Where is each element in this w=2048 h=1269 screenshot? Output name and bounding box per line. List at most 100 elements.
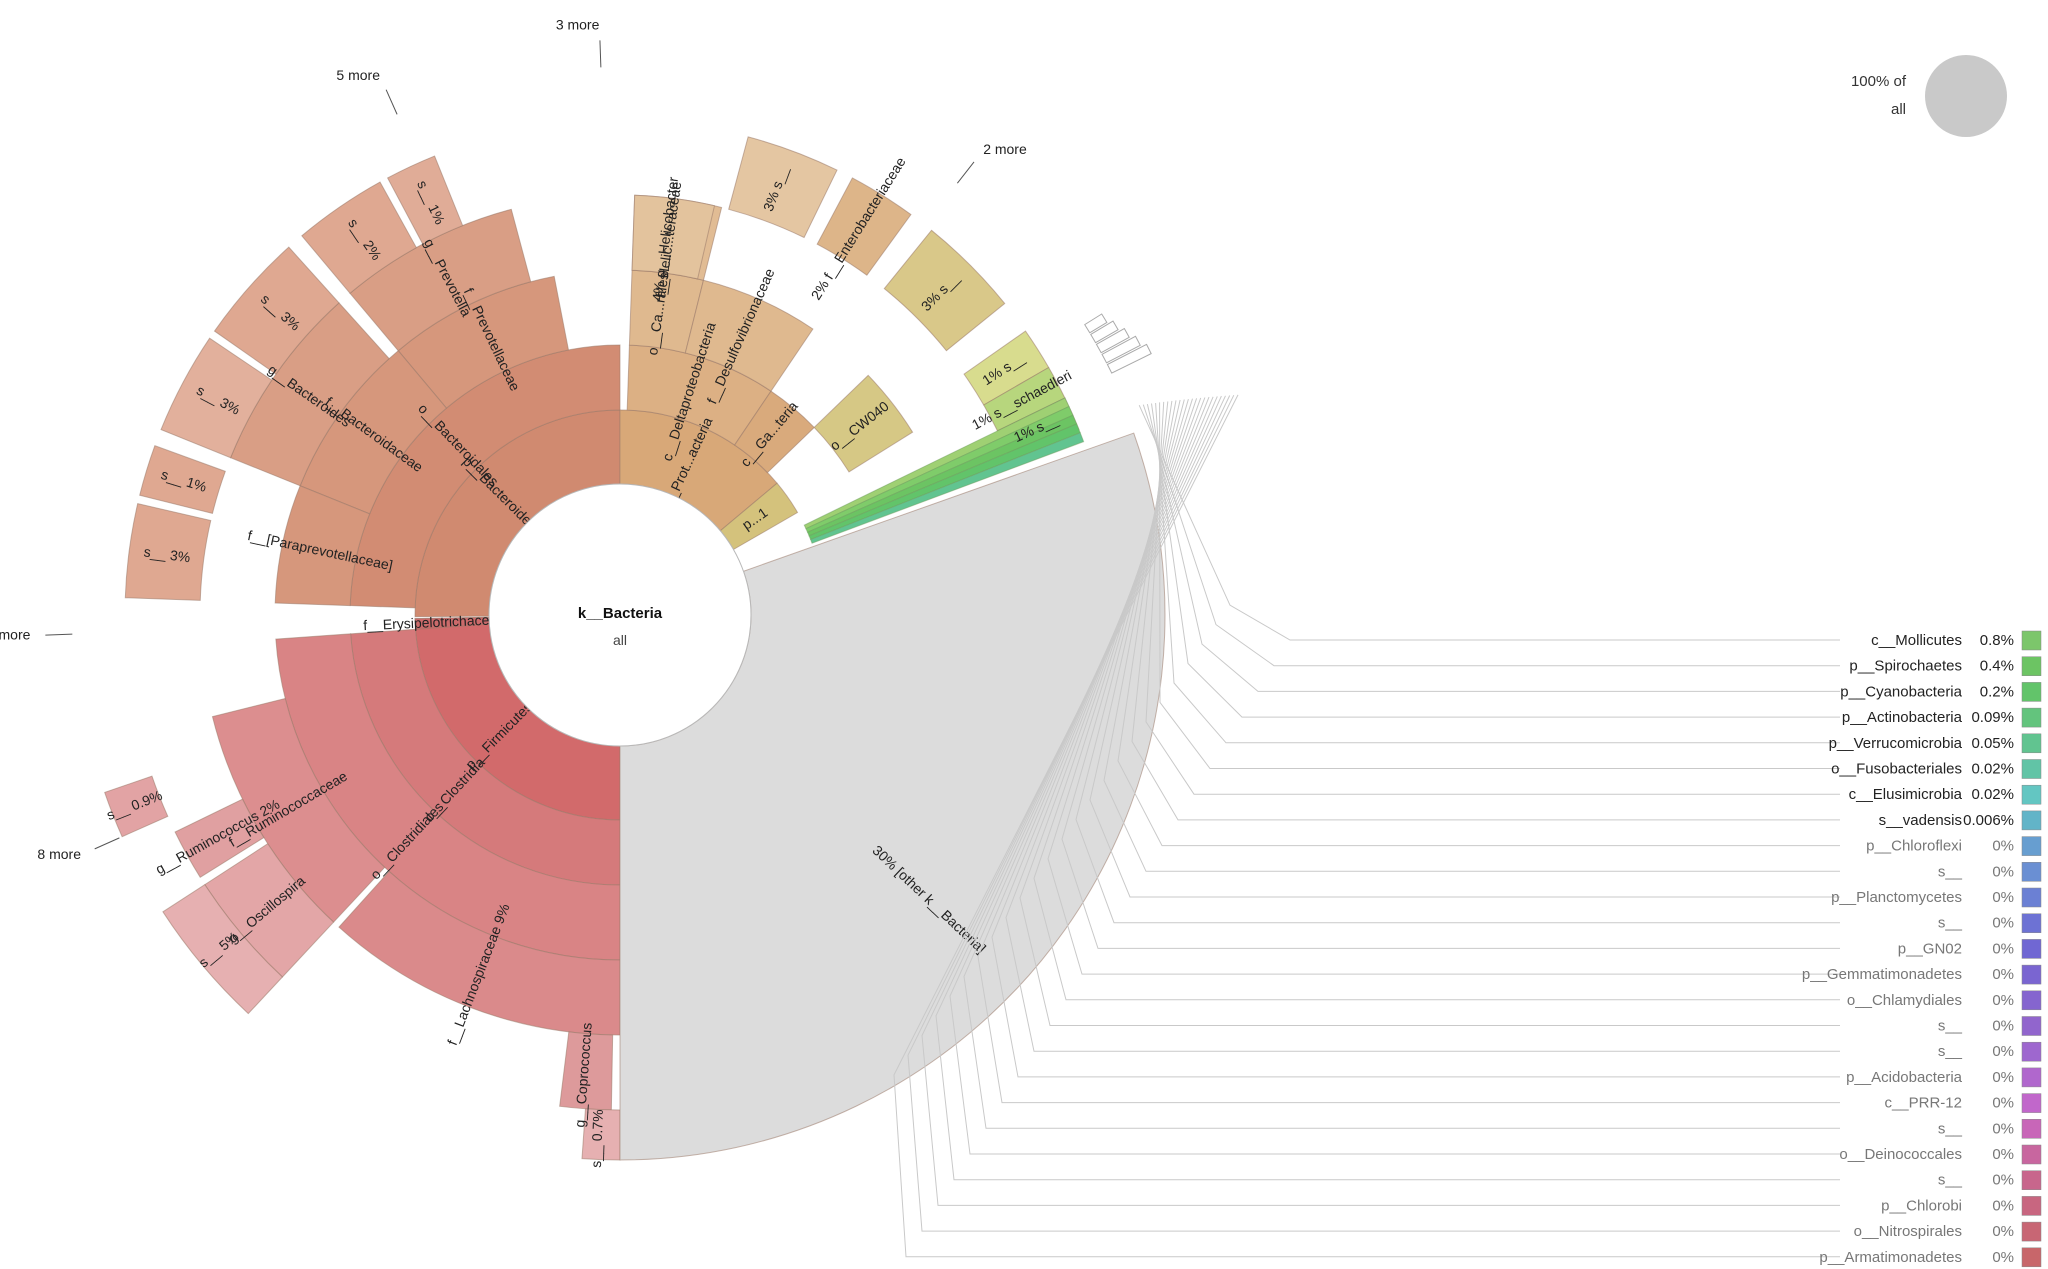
- outline-tick-3: [1101, 335, 1141, 364]
- key-item-name-22[interactable]: p__Chlorobi: [1881, 1197, 1962, 1214]
- key-swatch-6[interactable]: [2021, 784, 2042, 805]
- key-item-pct-6: 0.02%: [1971, 786, 2014, 803]
- segment-s--32[interactable]: [728, 136, 838, 239]
- key-item-name-21[interactable]: s__: [1938, 1172, 1963, 1189]
- key-swatch-20[interactable]: [2021, 1144, 2042, 1165]
- segment-f-desulfovibrionaceae-29[interactable]: [684, 279, 814, 392]
- key-swatch-2[interactable]: [2021, 682, 2042, 702]
- key-item-pct-20: 0%: [1992, 1146, 2014, 1163]
- center-hole[interactable]: k__Bacteria all: [488, 483, 752, 747]
- key-item-name-4[interactable]: p__Verrucomicrobia: [1829, 735, 1963, 752]
- key-swatch-9[interactable]: [2021, 862, 2042, 882]
- key-item-name-13[interactable]: p__Gemmatimonadetes: [1802, 966, 1962, 983]
- size-legend: 100% of all: [1851, 55, 2007, 137]
- key-item-name-11[interactable]: s__: [1938, 915, 1963, 932]
- small-slice-leader-lines: [893, 313, 1840, 1258]
- key-item-name-0[interactable]: c__Mollicutes: [1871, 632, 1962, 649]
- key-item-name-15[interactable]: s__: [1938, 1018, 1963, 1035]
- collapsed-leader-1: [385, 89, 398, 115]
- outline-tick-2: [1095, 327, 1130, 354]
- key-item-name-18[interactable]: c__PRR-12: [1884, 1095, 1962, 1112]
- segment-s--8[interactable]: [301, 181, 418, 294]
- segment-s--12[interactable]: [124, 503, 212, 601]
- small-slice-key[interactable]: c__Mollicutes 0.8% p__Spirochaetes 0.4% p_…: [1802, 630, 2042, 1268]
- key-leader-6: [1145, 401, 1840, 795]
- key-swatch-13[interactable]: [2021, 964, 2042, 985]
- label-20: g__Coprococcus: [571, 1022, 594, 1128]
- collapsed-group-labels[interactable]: 3 more 5 more 2 more 1 more 8 more: [0, 16, 1027, 862]
- collapsed-label-4[interactable]: 8 more: [37, 846, 81, 862]
- segment-s--7[interactable]: [386, 155, 464, 245]
- key-swatch-3[interactable]: [2021, 707, 2042, 728]
- key-item-name-6[interactable]: c__Elusimicrobia: [1849, 786, 1963, 803]
- key-swatch-16[interactable]: [2021, 1041, 2042, 1062]
- key-item-name-19[interactable]: s__: [1938, 1120, 1963, 1137]
- segment-s--23[interactable]: [581, 1108, 621, 1161]
- segment-c-ga-teria-27[interactable]: [733, 390, 815, 474]
- key-item-name-16[interactable]: s__: [1938, 1043, 1963, 1060]
- key-swatch-0[interactable]: [2021, 630, 2042, 651]
- key-item-name-24[interactable]: p__Armatimonadetes: [1819, 1249, 1962, 1266]
- key-swatch-19[interactable]: [2021, 1119, 2042, 1139]
- segment-o-cw040-35[interactable]: [813, 374, 914, 473]
- collapsed-label-1[interactable]: 5 more: [336, 67, 380, 83]
- key-swatch-12[interactable]: [2021, 939, 2042, 959]
- key-item-name-7[interactable]: s__vadensis: [1879, 812, 1962, 829]
- key-item-name-1[interactable]: p__Spirochaetes: [1849, 658, 1962, 675]
- key-swatch-7[interactable]: [2021, 810, 2042, 831]
- key-swatch-24[interactable]: [2021, 1247, 2042, 1268]
- key-item-name-9[interactable]: s__: [1938, 863, 1963, 880]
- key-leader-24: [893, 394, 1840, 1258]
- key-swatch-21[interactable]: [2021, 1170, 2042, 1190]
- segment-s--22[interactable]: [104, 775, 169, 838]
- segment-small-phylum-4[interactable]: [809, 432, 1085, 544]
- key-swatch-18[interactable]: [2021, 1093, 2042, 1113]
- segment-s--21[interactable]: [162, 883, 284, 1015]
- key-item-pct-16: 0%: [1992, 1043, 2014, 1060]
- key-item-name-17[interactable]: p__Acidobacteria: [1846, 1069, 1963, 1086]
- segment-f-paraprevotellaceae--4[interactable]: [274, 485, 371, 607]
- segment-f-lachnospiraceae-17[interactable]: [338, 870, 621, 1036]
- segment-g-ruminococcus-19[interactable]: [174, 798, 265, 878]
- collapsed-label-0[interactable]: 3 more: [556, 16, 600, 32]
- key-swatch-10[interactable]: [2021, 887, 2042, 908]
- key-swatch-11[interactable]: [2021, 913, 2042, 933]
- key-item-pct-2: 0.2%: [1980, 683, 2014, 700]
- segment-s--10[interactable]: [160, 337, 273, 459]
- key-item-name-14[interactable]: o__Chlamydiales: [1847, 992, 1962, 1009]
- key-item-name-8[interactable]: p__Chloroflexi: [1866, 838, 1962, 855]
- collapsed-label-3[interactable]: 1 more: [0, 627, 31, 643]
- key-swatch-1[interactable]: [2021, 656, 2042, 676]
- segment-s--36[interactable]: [883, 229, 1006, 352]
- collapsed-label-2[interactable]: 2 more: [983, 141, 1027, 157]
- key-item-pct-21: 0%: [1992, 1172, 2014, 1189]
- key-item-name-10[interactable]: p__Planctomycetes: [1831, 889, 1962, 906]
- center-name: k__Bacteria: [578, 605, 663, 622]
- key-item-name-2[interactable]: p__Cyanobacteria: [1840, 683, 1962, 700]
- key-item-name-23[interactable]: o__Nitrospirales: [1854, 1223, 1962, 1240]
- key-swatch-22[interactable]: [2021, 1196, 2042, 1216]
- key-leader-3: [1151, 403, 1840, 718]
- segment-s--11[interactable]: [139, 445, 226, 514]
- key-swatch-8[interactable]: [2021, 836, 2042, 856]
- segment-s--9[interactable]: [213, 246, 340, 375]
- key-swatch-17[interactable]: [2021, 1067, 2042, 1088]
- key-swatch-23[interactable]: [2021, 1221, 2042, 1242]
- key-leader-4: [1155, 402, 1840, 744]
- key-item-name-20[interactable]: o__Deinococcales: [1839, 1146, 1962, 1163]
- key-item-pct-10: 0%: [1992, 889, 2014, 906]
- sunburst-segments[interactable]: [104, 136, 1166, 1161]
- key-item-pct-4: 0.05%: [1971, 735, 2014, 752]
- center-circle[interactable]: [488, 483, 752, 747]
- key-item-name-12[interactable]: p__GN02: [1898, 940, 1962, 957]
- key-item-name-3[interactable]: p__Actinobacteria: [1842, 709, 1963, 726]
- segment-g-helicobacter-31[interactable]: [631, 194, 716, 280]
- key-leader-0: [1138, 404, 1840, 641]
- key-swatch-4[interactable]: [2021, 733, 2042, 754]
- key-swatch-15[interactable]: [2021, 1016, 2042, 1036]
- key-item-name-5[interactable]: o__Fusobacteriales: [1831, 761, 1962, 778]
- key-swatch-14[interactable]: [2021, 990, 2042, 1011]
- key-swatch-5[interactable]: [2021, 759, 2042, 779]
- segment-f-enterobacteriaceae-33[interactable]: [816, 177, 912, 276]
